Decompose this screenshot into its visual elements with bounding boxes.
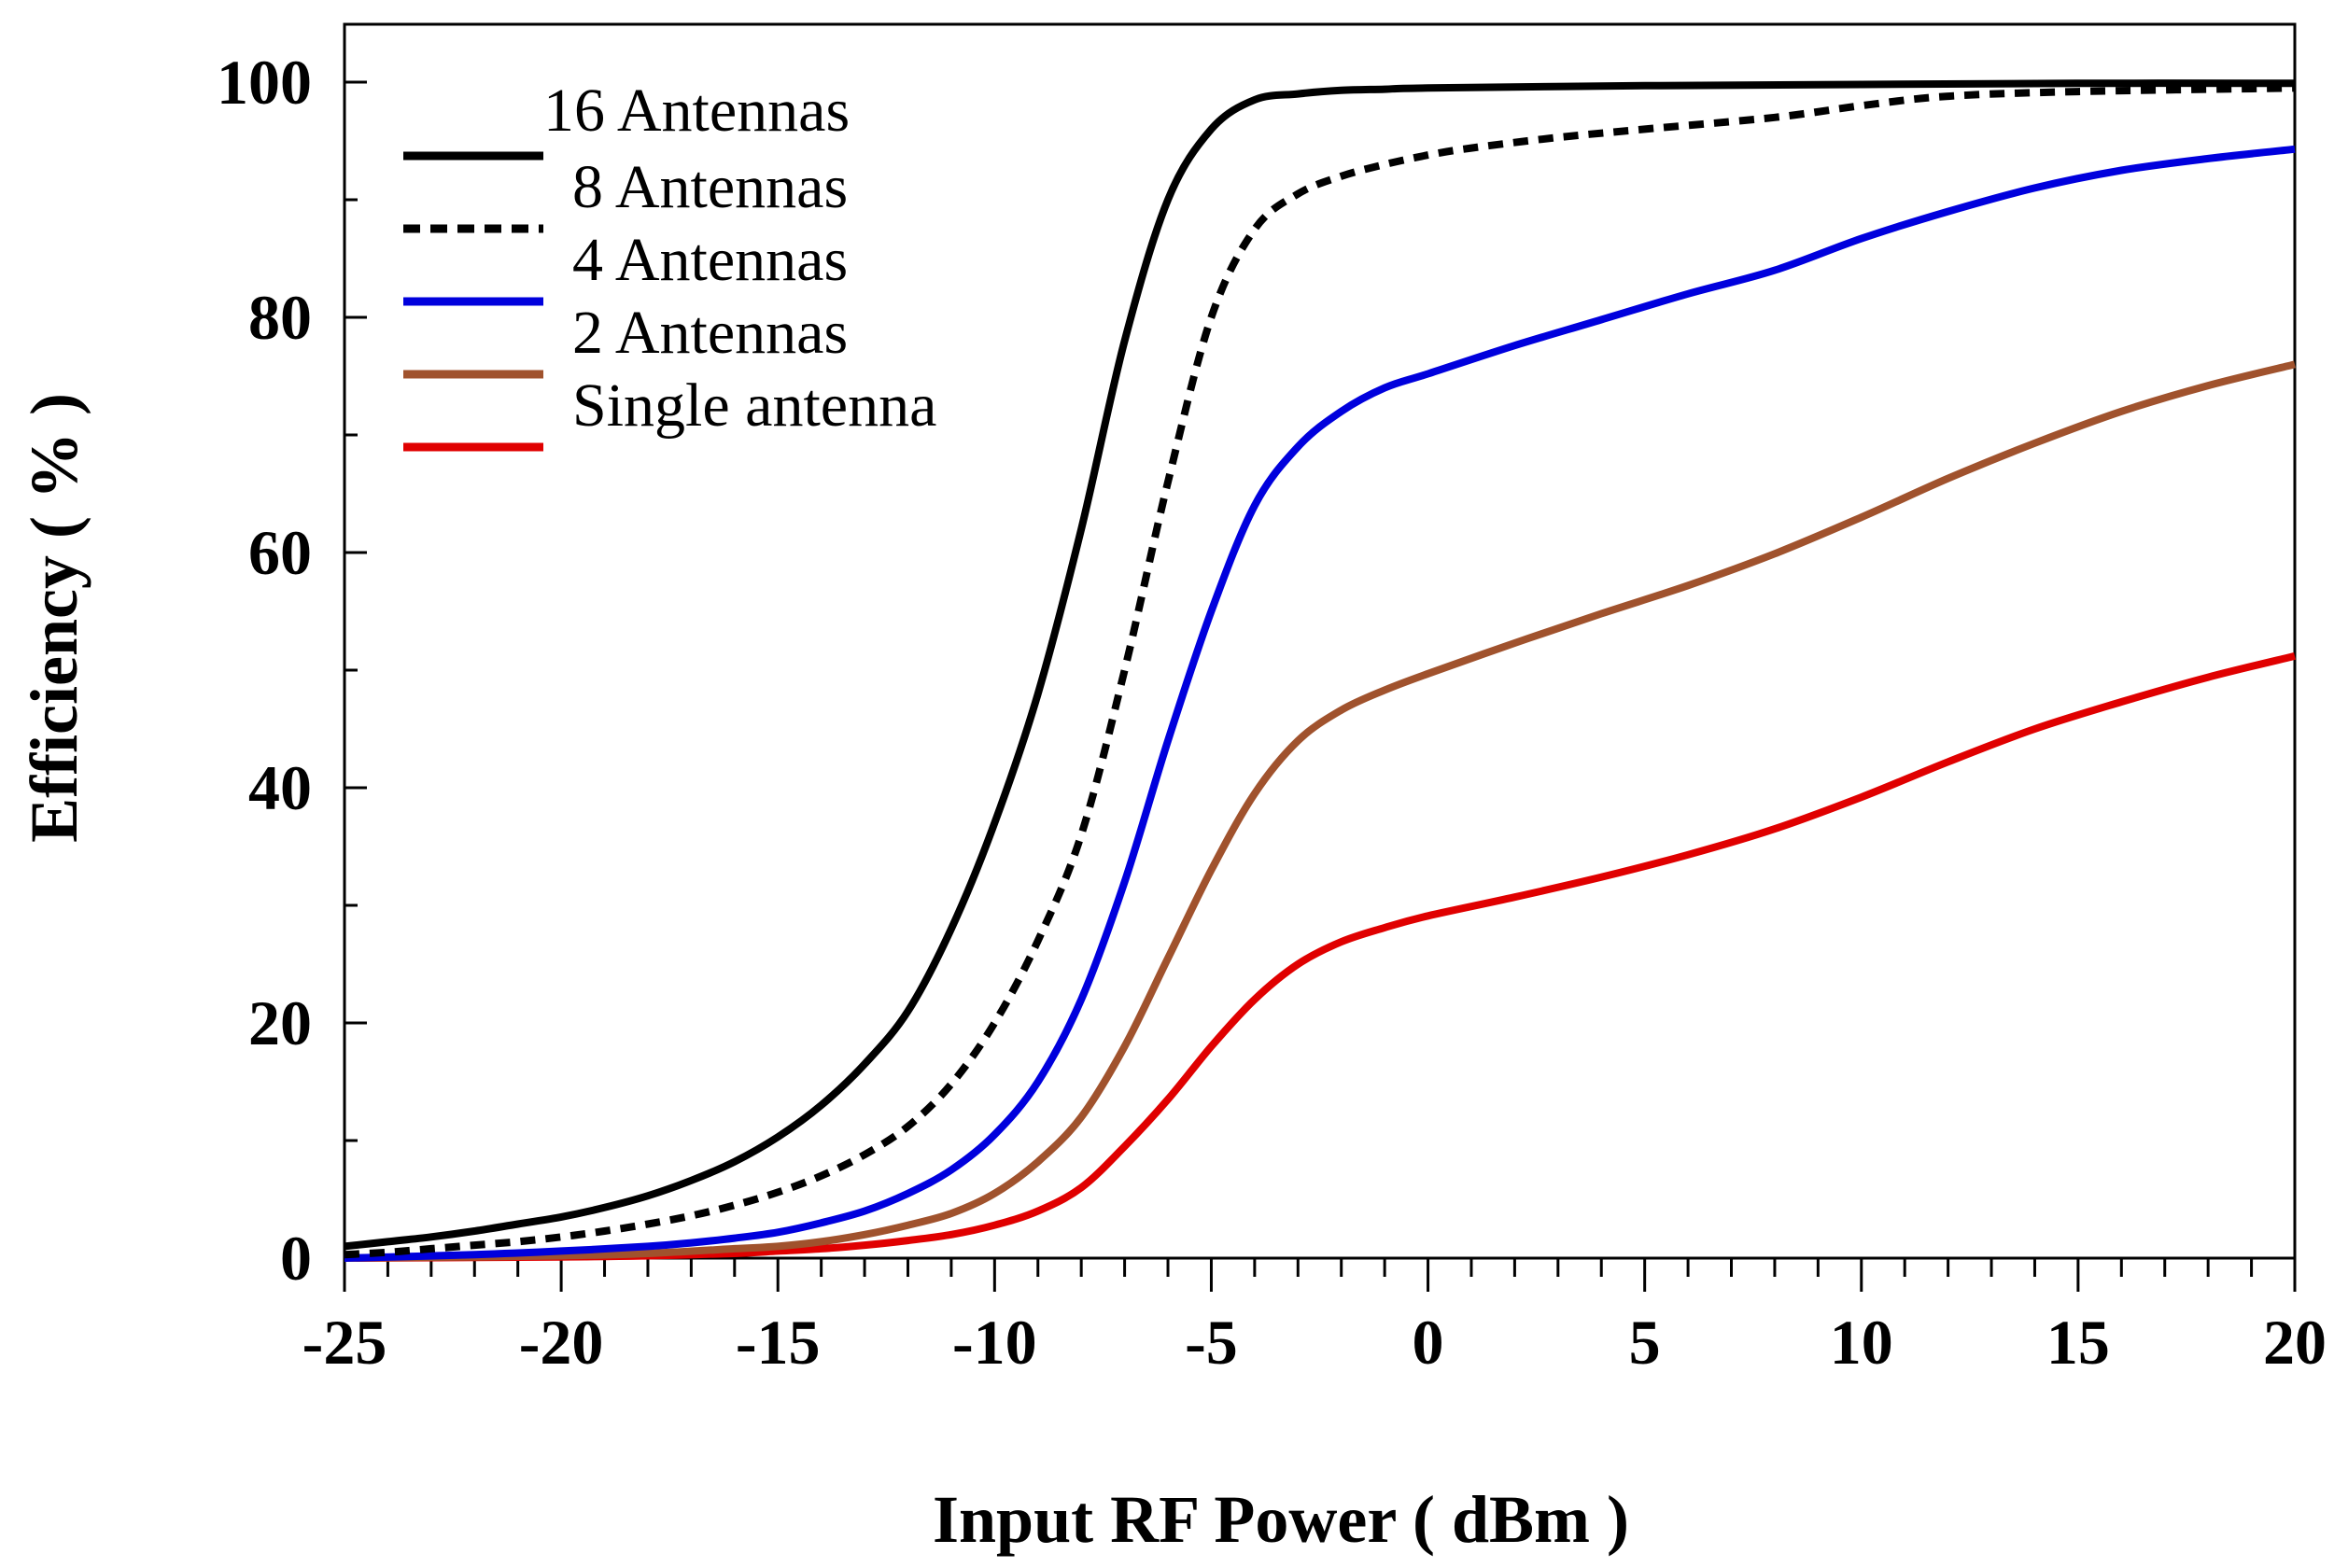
x-tick-label: -15 — [736, 1307, 821, 1378]
series-line-8-antennas — [344, 84, 2296, 1259]
legend-label-2-antennas: 2 Antennas — [572, 299, 848, 367]
y-tick-label: 0 — [280, 1223, 312, 1294]
x-axis-title: Input RF Power ( dBm ) — [933, 1482, 1629, 1557]
x-tick-label: -10 — [952, 1307, 1037, 1378]
legend-label-single-antenna: Single antenna — [572, 371, 936, 440]
y-axis-title: Efficiency ( % ) — [17, 393, 91, 843]
plot-frame — [343, 22, 2297, 1260]
x-tick-label: 10 — [1830, 1307, 1893, 1378]
y-tick-label: 100 — [217, 47, 312, 118]
x-tick-label: -25 — [302, 1307, 387, 1378]
legend-label-4-antennas: 4 Antennas — [572, 226, 848, 294]
x-tick-label: -5 — [1185, 1307, 1238, 1378]
legend-label-16-antennas: 16 Antennas — [543, 77, 850, 145]
series-layer — [344, 79, 2296, 1262]
series-line-single-antenna — [344, 652, 2296, 1262]
x-tick-label: 20 — [2263, 1307, 2327, 1378]
x-tick-label: 0 — [1413, 1307, 1444, 1378]
series-line-4-antennas — [344, 145, 2296, 1262]
x-tick-label: 5 — [1629, 1307, 1661, 1378]
y-tick-label: 60 — [248, 517, 312, 588]
series-line-2-antennas — [344, 360, 2296, 1262]
x-axis-ticks: -25 -20 -15 -10 -5 0 5 10 15 20 — [302, 1258, 2327, 1378]
series-line-16-antennas — [344, 79, 2296, 1251]
x-tick-label: 15 — [2046, 1307, 2110, 1378]
x-tick-label: -20 — [519, 1307, 604, 1378]
legend-label-8-antennas: 8 Antennas — [572, 153, 848, 221]
y-tick-label: 20 — [248, 987, 312, 1058]
y-tick-label: 40 — [248, 752, 312, 823]
y-axis-ticks: 0 20 40 60 80 100 — [217, 47, 367, 1294]
y-tick-label: 80 — [248, 282, 312, 353]
